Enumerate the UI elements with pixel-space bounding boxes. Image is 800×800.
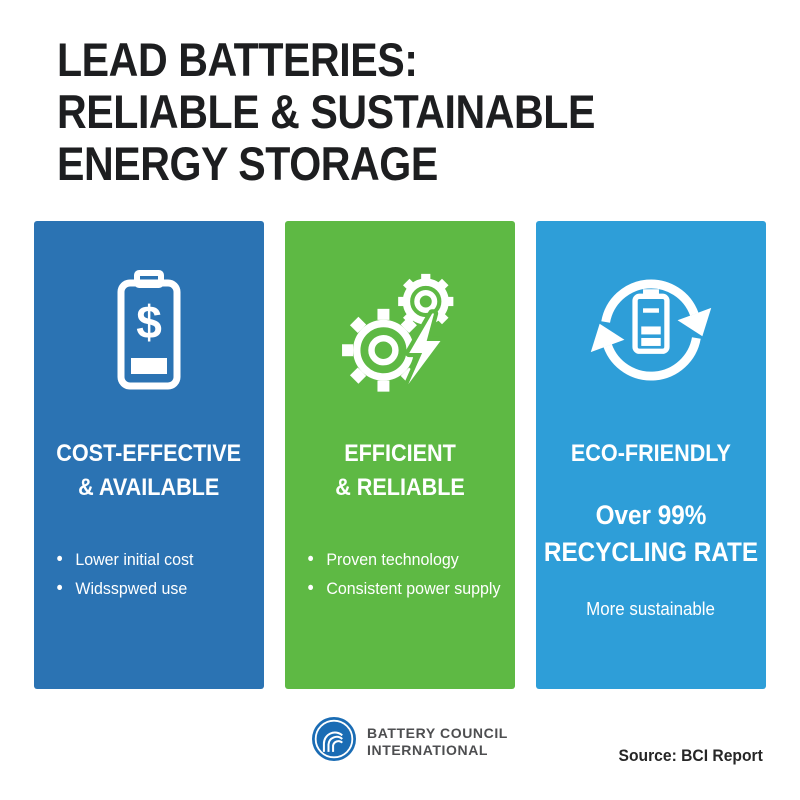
lightning-bolt — [404, 309, 445, 389]
bullet-item: Widsspwed use — [57, 574, 194, 603]
card-heading: ECO-FRIENDLY — [570, 440, 732, 467]
bullet-item: Consistent power supply — [308, 574, 500, 603]
bci-logo-icon — [312, 717, 356, 766]
card-bullet-list: Lower initial cost Widsspwed use — [34, 545, 193, 603]
cards-row: $ COST-EFFECTIVE & AVAILABLE Lower initi… — [34, 221, 766, 689]
gears-lightning-icon — [331, 265, 469, 395]
battery-dollar-icon: $ — [117, 265, 181, 395]
card-efficient: EFFICIENT & RELIABLE Proven technology C… — [285, 221, 515, 689]
card-heading: COST-EFFECTIVE & AVAILABLE — [56, 440, 242, 501]
card-eco-friendly: ECO-FRIENDLY Over 99% RECYCLING RATE Mor… — [536, 221, 766, 689]
page-title: LEAD BATTERIES: RELIABLE & SUSTAINABLE E… — [57, 34, 595, 190]
dollar-symbol: $ — [136, 296, 162, 348]
bullet-item: Proven technology — [308, 545, 501, 574]
bci-logo: BATTERY COUNCIL INTERNATIONAL — [312, 717, 508, 766]
battery-recycle-icon — [589, 265, 713, 395]
page-title-line3: ENERGY STORAGE — [57, 137, 438, 190]
page-title-line1: LEAD BATTERIES: — [57, 33, 418, 86]
recycling-rate-stat: Over 99% RECYCLING RATE — [543, 500, 759, 567]
card-bullet-list: Proven technology Consistent power suppl… — [285, 545, 500, 603]
card-heading: EFFICIENT & RELIABLE — [335, 440, 465, 501]
page-title-line2: RELIABLE & SUSTAINABLE — [57, 85, 595, 138]
source-credit: Source: BCI Report — [618, 746, 763, 765]
bullet-item: Lower initial cost — [57, 545, 193, 574]
card-cost-effective: $ COST-EFFECTIVE & AVAILABLE Lower initi… — [34, 221, 264, 689]
bci-logo-text: BATTERY COUNCIL INTERNATIONAL — [367, 725, 508, 758]
sustainability-note: More sustainable — [586, 599, 716, 619]
